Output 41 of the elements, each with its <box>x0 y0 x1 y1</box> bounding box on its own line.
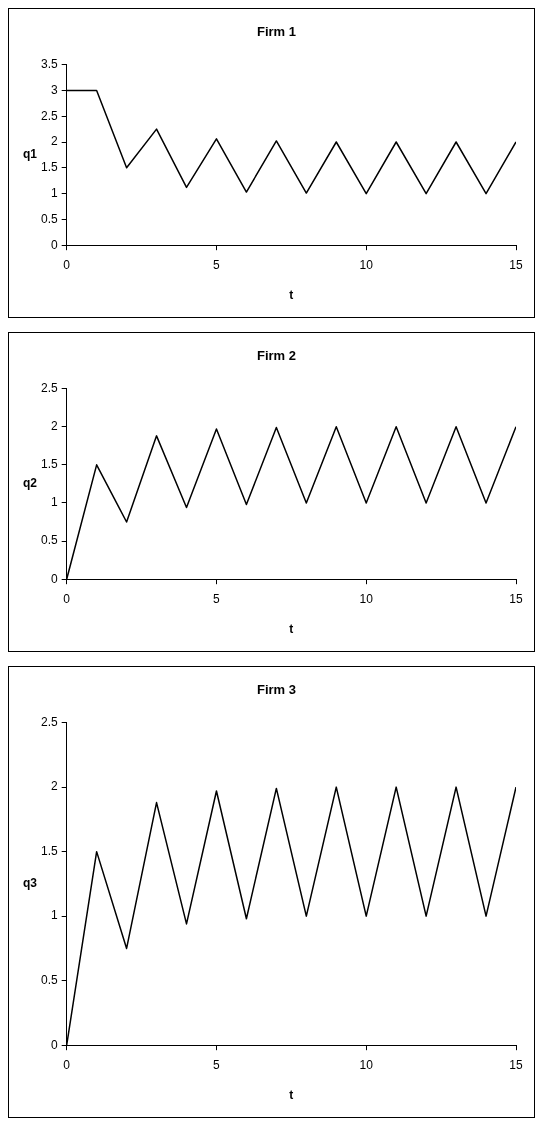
y-tick-label: 0.5 <box>40 972 58 987</box>
y-tick-label: 2 <box>50 134 58 149</box>
x-tick-label: 0 <box>63 1057 71 1072</box>
x-tick-label: 15 <box>509 257 523 272</box>
y-axis-title: q3 <box>23 876 38 891</box>
x-axis-title: t <box>289 1088 294 1103</box>
y-axis-title: q2 <box>23 476 38 491</box>
x-tick-label: 15 <box>509 591 523 606</box>
y-tick-label: 2.5 <box>40 108 58 123</box>
y-tick-label: 2 <box>50 419 58 434</box>
y-tick-label: 0 <box>50 237 58 252</box>
chart-title: Firm 1 <box>256 24 297 40</box>
x-tick-label: 5 <box>213 591 221 606</box>
y-tick-label: 0 <box>50 571 58 586</box>
y-tick-label: 0.5 <box>40 211 58 226</box>
chart-title: Firm 3 <box>256 682 297 698</box>
x-axis-title: t <box>289 288 294 303</box>
y-tick-label: 2 <box>50 779 58 794</box>
y-tick-label: 3 <box>50 82 58 97</box>
x-tick-label: 5 <box>213 1057 221 1072</box>
x-axis-title: t <box>289 622 294 637</box>
y-tick-label: 1 <box>50 908 58 923</box>
x-tick-label: 10 <box>359 591 374 606</box>
y-tick-label: 1.5 <box>40 457 58 472</box>
chart-title: Firm 2 <box>256 348 297 364</box>
x-tick-label: 0 <box>63 591 71 606</box>
y-tick-label: 2.5 <box>40 380 58 395</box>
y-tick-label: 1.5 <box>40 843 58 858</box>
x-tick-label: 5 <box>213 257 221 272</box>
x-tick-label: 10 <box>359 257 374 272</box>
y-tick-label: 1 <box>50 185 58 200</box>
x-tick-label: 0 <box>63 257 71 272</box>
y-tick-label: 0 <box>50 1037 58 1052</box>
y-tick-label: 3.5 <box>40 56 58 71</box>
x-tick-label: 15 <box>509 1057 523 1072</box>
y-tick-label: 2.5 <box>40 714 58 729</box>
y-axis-title: q1 <box>23 147 38 162</box>
x-tick-label: 10 <box>359 1057 374 1072</box>
y-tick-label: 1.5 <box>40 160 58 175</box>
y-tick-label: 1 <box>50 495 58 510</box>
y-tick-label: 0.5 <box>40 533 58 548</box>
